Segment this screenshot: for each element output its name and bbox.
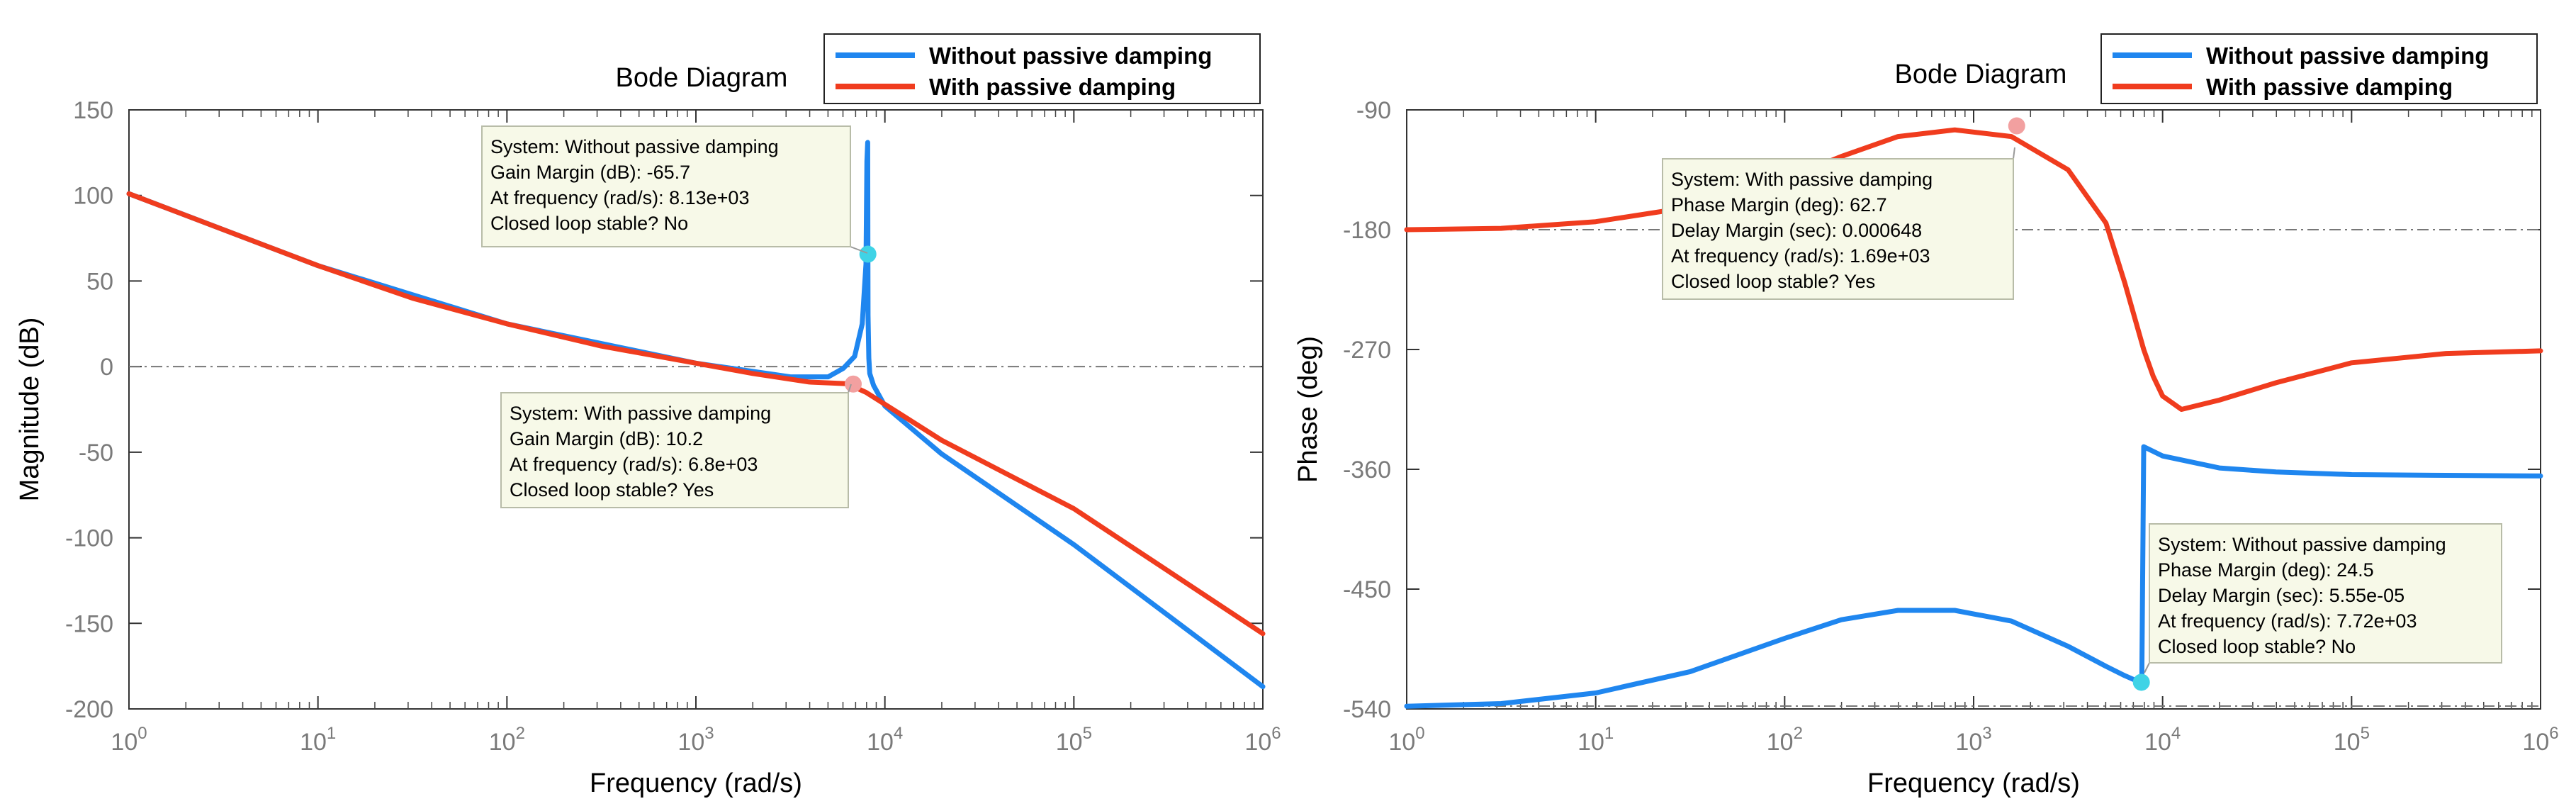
magnitude-datatip-line: System: With passive damping	[510, 403, 771, 424]
phase-y-tick-label: -90	[1356, 97, 1391, 124]
magnitude-datatip-line: Closed loop stable? Yes	[510, 479, 714, 500]
magnitude-datatip-leader	[850, 246, 868, 254]
phase-datatip-line: Phase Margin (deg): 24.5	[2158, 559, 2374, 581]
phase-datatip-line: Delay Margin (sec): 5.55e-05	[2158, 585, 2405, 606]
magnitude-marker-without-passive-damping	[859, 245, 877, 263]
phase-datatip-line: Phase Margin (deg): 62.7	[1671, 194, 1887, 216]
phase-datatip-box	[2149, 523, 2502, 664]
magnitude-datatip-box	[481, 125, 851, 247]
magnitude-datatip-line: Closed loop stable? No	[490, 213, 688, 234]
magnitude-series-with-passive-damping	[126, 191, 1266, 637]
phase-legend-label-with-passive-damping: With passive damping	[2206, 74, 2453, 100]
magnitude-x-tick-label: 101	[300, 724, 336, 756]
magnitude-y-tick-label: 100	[73, 183, 113, 210]
phase-x-tick-label: 105	[2334, 724, 2370, 756]
magnitude-x-tick-label: 106	[1244, 724, 1281, 756]
phase-y-tick-label: -180	[1343, 217, 1391, 244]
phase-x-tick-label: 102	[1767, 724, 1803, 756]
magnitude-datatip-line: System: Without passive damping	[490, 136, 779, 157]
phase-datatip-line: At frequency (rad/s): 1.69e+03	[1671, 245, 1930, 267]
magnitude-datatip-line: At frequency (rad/s): 8.13e+03	[490, 187, 749, 208]
magnitude-y-tick-label: -100	[65, 525, 113, 552]
phase-datatip-line: At frequency (rad/s): 7.72e+03	[2158, 610, 2417, 632]
phase-x-tick-label: 106	[2522, 724, 2558, 756]
magnitude-y-tick-label: 50	[86, 268, 113, 295]
phase-datatip-box	[1662, 158, 2014, 300]
phase-datatip-line: System: Without passive damping	[2158, 534, 2446, 555]
phase-datatip-line: Delay Margin (sec): 0.000648	[1671, 220, 1922, 241]
phase-y-tick-label: -540	[1343, 696, 1391, 723]
magnitude-y-tick-label: -150	[65, 610, 113, 637]
magnitude-x-tick-label: 102	[489, 724, 525, 756]
phase-y-tick-label: -450	[1343, 576, 1391, 603]
magnitude-datatip-leader	[848, 384, 852, 393]
magnitude-x-axis-label: Frequency (rad/s)	[590, 768, 802, 798]
phase-x-tick-label: 101	[1577, 724, 1614, 756]
magnitude-y-tick-label: 0	[100, 354, 113, 381]
magnitude-datatip-line: At frequency (rad/s): 6.8e+03	[510, 454, 758, 475]
magnitude-y-tick-label: 150	[73, 97, 113, 124]
magnitude-legend-label-with-passive-damping: With passive damping	[929, 74, 1176, 100]
phase-datatip-line: Closed loop stable? Yes	[1671, 271, 1875, 292]
magnitude-y-axis-label: Magnitude (dB)	[15, 318, 45, 502]
phase-series-without-passive-damping	[1404, 444, 2543, 709]
magnitude-legend-box	[823, 33, 1261, 104]
magnitude-x-tick-label: 103	[677, 724, 714, 756]
phase-x-axis-label: Frequency (rad/s)	[1867, 768, 2080, 798]
phase-legend-box	[2100, 33, 2538, 104]
magnitude-x-tick-label: 104	[867, 724, 903, 756]
magnitude-marker-with-passive-damping	[845, 375, 862, 393]
magnitude-datatip-box	[500, 392, 849, 508]
magnitude-legend-label-without-passive-damping: Without passive damping	[929, 43, 1212, 69]
magnitude-datatip-line: Gain Margin (dB): -65.7	[490, 162, 690, 183]
phase-y-axis-label: Phase (deg)	[1293, 336, 1323, 483]
magnitude-y-tick-label: -50	[79, 440, 113, 466]
phase-chart-title: Bode Diagram	[1895, 60, 2067, 89]
phase-x-tick-label: 103	[1955, 724, 1991, 756]
magnitude-y-tick-label: -200	[65, 696, 113, 723]
magnitude-x-tick-label: 105	[1056, 724, 1092, 756]
phase-marker-with-passive-damping	[2008, 117, 2025, 135]
magnitude-plot: 100 101 102 103 104 105 106 150 100 50 0 -50 -100 -15…	[15, 33, 1281, 798]
phase-x-tick-label: 104	[2144, 724, 2181, 756]
phase-legend-label-without-passive-damping: Without passive damping	[2206, 43, 2489, 69]
phase-datatip-leader	[2144, 662, 2150, 673]
phase-marker-without-passive-damping	[2132, 673, 2150, 691]
phase-y-tick-label: -360	[1343, 457, 1391, 483]
phase-plot: 100 101 102 103 104 105 106 -90 -180 -270 -360 -450…	[1293, 33, 2559, 798]
magnitude-datatip-line: Gain Margin (dB): 10.2	[510, 428, 703, 449]
phase-datatip-line: Closed loop stable? No	[2158, 636, 2356, 657]
phase-datatip-line: System: With passive damping	[1671, 169, 1933, 190]
magnitude-x-tick-label: 100	[111, 724, 147, 756]
magnitude-chart-title: Bode Diagram	[616, 63, 788, 93]
phase-datatip-leader	[2013, 147, 2015, 160]
phase-y-tick-label: -270	[1343, 337, 1391, 364]
phase-x-tick-label: 100	[1388, 724, 1424, 756]
